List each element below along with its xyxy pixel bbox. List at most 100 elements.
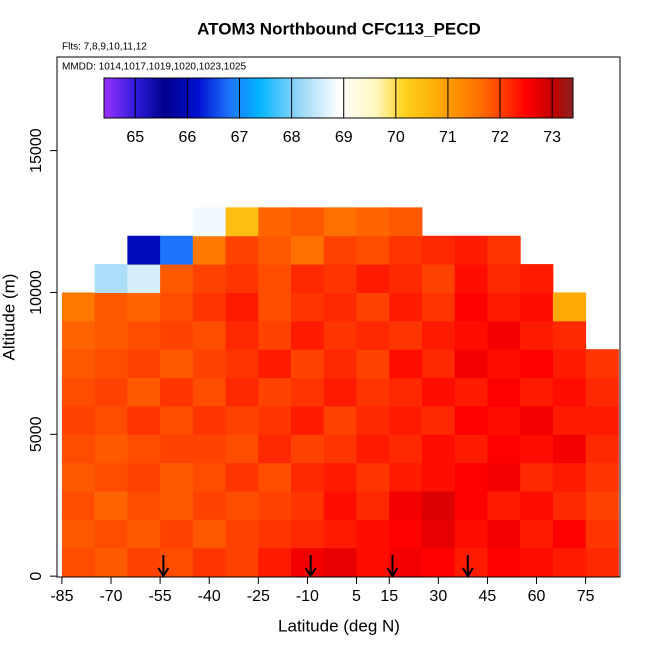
heat-cell xyxy=(421,434,456,464)
heat-cell xyxy=(585,462,619,492)
heat-cell xyxy=(61,292,96,322)
heat-cell xyxy=(192,547,227,577)
heat-cell xyxy=(225,207,259,237)
heat-cell xyxy=(258,377,292,407)
heat-cell xyxy=(487,264,521,293)
heat-cell xyxy=(160,235,194,265)
heat-cell xyxy=(585,349,619,379)
heat-cell xyxy=(421,519,456,549)
heat-cell xyxy=(160,491,194,520)
arrow xyxy=(304,555,317,578)
heat-cell xyxy=(487,491,521,520)
colorbar-tick-label: 65 xyxy=(126,129,144,146)
heat-cell xyxy=(552,292,587,322)
heat-cell xyxy=(421,320,456,350)
heat-cell xyxy=(94,349,128,379)
heat-cell xyxy=(454,491,488,520)
heat-cell xyxy=(487,235,521,265)
heat-cell xyxy=(127,491,161,520)
heat-cell xyxy=(225,235,259,265)
arrow-head xyxy=(461,567,474,578)
heat-cell xyxy=(585,491,619,520)
heat-cell xyxy=(487,519,521,549)
heat-cell xyxy=(421,235,456,265)
heat-cell xyxy=(291,207,325,237)
heat-cell xyxy=(258,434,292,464)
heat-cell xyxy=(127,264,161,293)
heat-cell xyxy=(291,292,325,322)
heat-cell xyxy=(421,377,456,407)
heat-cell xyxy=(389,377,423,407)
heat-cell xyxy=(487,320,521,350)
heat-cell xyxy=(323,207,358,237)
y-tick-label: 0 xyxy=(28,572,45,581)
heat-cell xyxy=(160,264,194,293)
heat-cell xyxy=(520,264,554,293)
heat-cell xyxy=(258,547,292,577)
heat-cell xyxy=(258,320,292,350)
heat-cell xyxy=(389,320,423,350)
heat-cell xyxy=(258,405,292,435)
heat-cell xyxy=(487,349,521,379)
heat-cell xyxy=(192,491,227,520)
heat-cell xyxy=(160,462,194,492)
cells xyxy=(61,207,619,577)
heat-cell xyxy=(127,349,161,379)
x-tick-label: 30 xyxy=(429,588,447,605)
y-tick-label: 15000 xyxy=(28,128,45,173)
heat-cell xyxy=(61,377,96,407)
heat-cell xyxy=(192,320,227,350)
heat-cell xyxy=(94,264,128,293)
heat-cell xyxy=(487,462,521,492)
heat-cell xyxy=(291,235,325,265)
x-tick-label: 15 xyxy=(380,588,398,605)
heat-cell xyxy=(160,349,194,379)
heat-cell xyxy=(291,377,325,407)
x-tick-label: -10 xyxy=(296,588,319,605)
heat-cell xyxy=(454,349,488,379)
heat-cell xyxy=(356,320,390,350)
heat-cell xyxy=(323,405,358,435)
heat-cell xyxy=(94,519,128,549)
heat-cell xyxy=(258,491,292,520)
heat-cell xyxy=(127,405,161,435)
heat-cell xyxy=(225,320,259,350)
heat-cell xyxy=(258,264,292,293)
heat-cell xyxy=(389,264,423,293)
heat-cell xyxy=(454,292,488,322)
heat-cell xyxy=(225,519,259,549)
heat-cell xyxy=(192,377,227,407)
heat-cell xyxy=(421,349,456,379)
chart-title: ATOM3 Northbound CFC113_PECD xyxy=(197,19,481,38)
heat-cell xyxy=(291,491,325,520)
heat-cell xyxy=(356,462,390,492)
heat-cell xyxy=(552,491,587,520)
heat-cell xyxy=(94,491,128,520)
heat-cell xyxy=(585,434,619,464)
heat-cell xyxy=(323,264,358,293)
heat-cell xyxy=(61,462,96,492)
heat-cell xyxy=(323,235,358,265)
heat-cell xyxy=(61,320,96,350)
heat-cell xyxy=(258,235,292,265)
heat-cell xyxy=(520,377,554,407)
heat-cell xyxy=(127,519,161,549)
heat-cell xyxy=(160,519,194,549)
heat-cell xyxy=(127,434,161,464)
heat-cell xyxy=(258,519,292,549)
heat-cell xyxy=(389,349,423,379)
heat-cell xyxy=(585,547,619,577)
heat-cell xyxy=(160,320,194,350)
heat-cell xyxy=(258,462,292,492)
heat-cell xyxy=(454,405,488,435)
heat-cell xyxy=(225,264,259,293)
x-tick-label: 5 xyxy=(352,588,361,605)
heat-cell xyxy=(552,547,587,577)
heat-cell xyxy=(356,434,390,464)
arrow xyxy=(386,555,399,578)
heat-cell xyxy=(421,491,456,520)
heat-cell xyxy=(160,434,194,464)
heat-cell xyxy=(291,462,325,492)
colorbar-tick-label: 67 xyxy=(231,129,249,146)
heat-cell xyxy=(225,349,259,379)
